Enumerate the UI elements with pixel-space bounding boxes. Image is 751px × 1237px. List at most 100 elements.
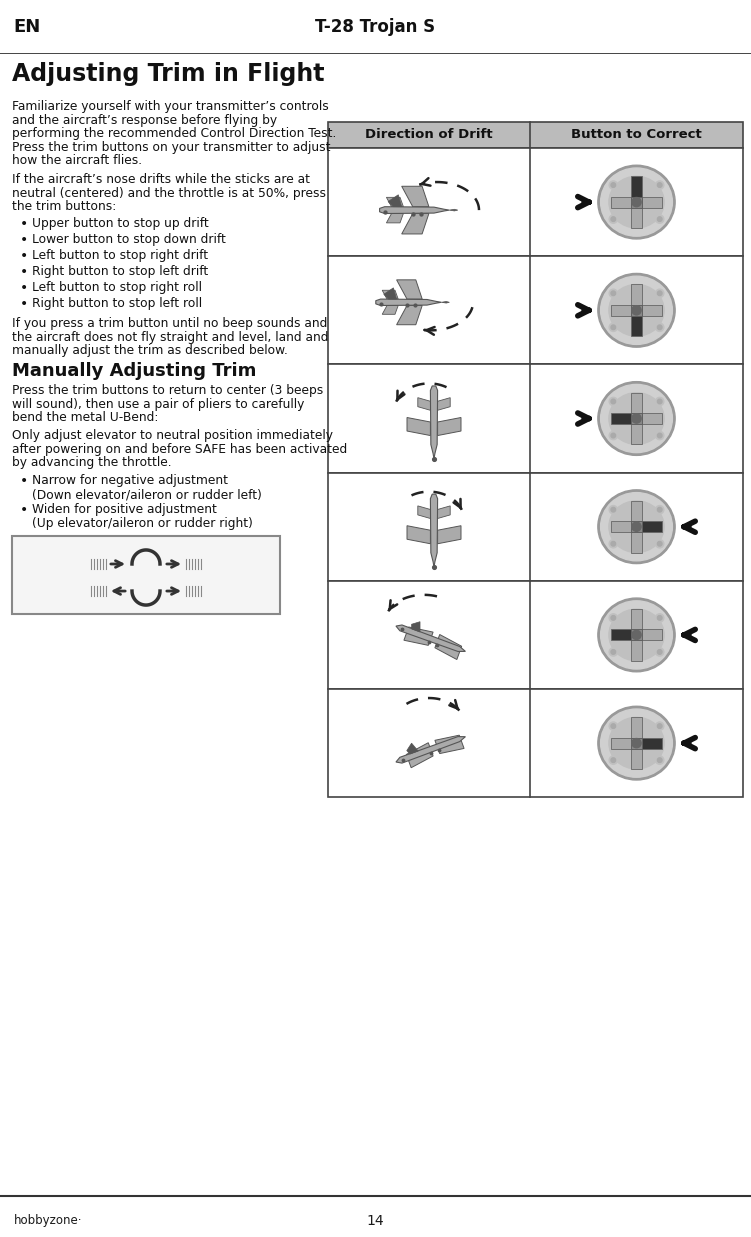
Circle shape (632, 198, 641, 207)
Circle shape (611, 325, 616, 329)
Ellipse shape (598, 490, 675, 564)
Ellipse shape (598, 597, 675, 672)
Bar (631, 717, 642, 737)
Circle shape (657, 616, 662, 620)
Circle shape (611, 758, 616, 762)
Polygon shape (438, 526, 461, 544)
Circle shape (632, 738, 641, 747)
Bar (631, 501, 642, 521)
Circle shape (656, 323, 664, 332)
Bar (631, 413, 642, 424)
Polygon shape (388, 194, 402, 207)
Circle shape (657, 724, 662, 729)
Bar (642, 197, 662, 208)
Polygon shape (418, 397, 430, 411)
Text: the trim buttons:: the trim buttons: (12, 200, 116, 213)
Text: •: • (20, 249, 29, 263)
Circle shape (609, 722, 617, 730)
Text: neutral (centered) and the throttle is at 50%, press: neutral (centered) and the throttle is a… (12, 187, 326, 199)
Ellipse shape (601, 168, 672, 236)
Circle shape (657, 291, 662, 296)
Text: (Down elevator/aileron or rudder left): (Down elevator/aileron or rudder left) (32, 489, 262, 501)
Bar (611, 304, 631, 315)
Text: performing the recommended Control Direction Test.: performing the recommended Control Direc… (12, 127, 336, 140)
Circle shape (611, 291, 616, 296)
Circle shape (656, 722, 664, 730)
Ellipse shape (598, 382, 675, 455)
Bar (611, 630, 631, 641)
Bar (631, 285, 642, 304)
Circle shape (611, 507, 616, 512)
Circle shape (656, 539, 664, 548)
FancyBboxPatch shape (12, 536, 280, 614)
Ellipse shape (601, 492, 672, 560)
Text: Press the trim buttons on your transmitter to adjust: Press the trim buttons on your transmitt… (12, 141, 330, 153)
FancyBboxPatch shape (328, 689, 743, 797)
Polygon shape (412, 622, 420, 632)
Bar (631, 630, 642, 641)
Polygon shape (376, 299, 442, 306)
Ellipse shape (609, 609, 664, 661)
Circle shape (609, 181, 617, 189)
Text: Adjusting Trim in Flight: Adjusting Trim in Flight (12, 62, 324, 85)
Text: and the aircraft’s response before flying by: and the aircraft’s response before flyin… (12, 114, 277, 126)
Polygon shape (438, 506, 450, 518)
Circle shape (656, 215, 664, 223)
Ellipse shape (598, 273, 675, 348)
Polygon shape (396, 625, 466, 652)
Circle shape (609, 756, 617, 764)
Bar (631, 737, 642, 748)
Bar (631, 208, 642, 228)
Circle shape (611, 649, 616, 654)
Bar (642, 737, 662, 748)
Polygon shape (435, 735, 464, 753)
Polygon shape (407, 526, 430, 544)
Polygon shape (402, 187, 429, 207)
Text: 14: 14 (366, 1213, 385, 1227)
Text: the aircraft does not fly straight and level, land and: the aircraft does not fly straight and l… (12, 330, 328, 344)
Circle shape (632, 522, 641, 532)
Text: after powering on and before SAFE has been activated: after powering on and before SAFE has be… (12, 443, 347, 455)
Polygon shape (430, 386, 438, 459)
Text: •: • (20, 474, 29, 487)
Bar (631, 748, 642, 769)
Ellipse shape (609, 717, 664, 769)
Text: •: • (20, 503, 29, 517)
Polygon shape (402, 214, 429, 234)
Polygon shape (407, 418, 430, 435)
Text: hobbyzone·: hobbyzone· (14, 1213, 82, 1227)
Circle shape (657, 325, 662, 329)
Circle shape (656, 648, 664, 656)
Polygon shape (397, 306, 422, 325)
Polygon shape (407, 743, 418, 755)
Polygon shape (384, 288, 397, 299)
Bar (611, 737, 631, 748)
Polygon shape (379, 207, 449, 214)
Bar (611, 521, 631, 532)
Bar (631, 609, 642, 630)
Bar (642, 413, 662, 424)
Text: Familiarize yourself with your transmitter’s controls: Familiarize yourself with your transmitt… (12, 100, 329, 113)
Text: If the aircraft’s nose drifts while the sticks are at: If the aircraft’s nose drifts while the … (12, 173, 310, 186)
Ellipse shape (598, 706, 675, 781)
FancyBboxPatch shape (328, 122, 743, 148)
Bar (631, 177, 642, 197)
Circle shape (609, 614, 617, 622)
Circle shape (611, 216, 616, 221)
FancyBboxPatch shape (328, 365, 743, 473)
Text: manually adjust the trim as described below.: manually adjust the trim as described be… (12, 344, 288, 357)
Polygon shape (442, 302, 449, 303)
Text: T-28 Trojan S: T-28 Trojan S (315, 17, 436, 36)
Text: Right button to stop left drift: Right button to stop left drift (32, 265, 208, 278)
Circle shape (656, 397, 664, 406)
Polygon shape (404, 627, 433, 646)
Text: how the aircraft flies.: how the aircraft flies. (12, 155, 142, 167)
Text: Right button to stop left roll: Right button to stop left roll (32, 297, 202, 310)
Ellipse shape (601, 709, 672, 777)
Circle shape (611, 724, 616, 729)
Bar (642, 521, 662, 532)
Bar (642, 304, 662, 315)
Circle shape (611, 433, 616, 438)
FancyBboxPatch shape (328, 581, 743, 689)
Ellipse shape (609, 177, 664, 228)
